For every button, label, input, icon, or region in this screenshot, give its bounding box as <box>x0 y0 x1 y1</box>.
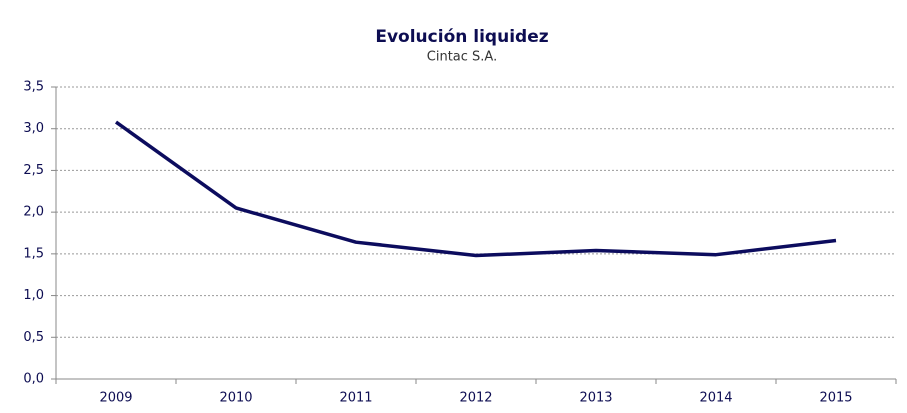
y-tick-label: 0,0 <box>23 372 44 387</box>
chart-title: Evolución liquidez <box>375 27 548 47</box>
x-tick-label: 2014 <box>699 391 732 406</box>
x-tick-label: 2011 <box>339 391 372 406</box>
y-tick-label: 2,5 <box>23 163 44 178</box>
x-tick-label: 2010 <box>219 391 252 406</box>
x-tick-label: 2012 <box>459 391 492 406</box>
y-tick-label: 1,0 <box>23 288 44 303</box>
y-tick-label: 3,0 <box>23 121 44 136</box>
x-tick-label: 2013 <box>579 391 612 406</box>
y-tick-label: 2,0 <box>23 205 44 220</box>
chart-subtitle: Cintac S.A. <box>427 50 497 65</box>
y-tick-label: 3,5 <box>23 80 44 95</box>
x-tick-label: 2009 <box>99 391 132 406</box>
y-tick-label: 1,5 <box>23 246 44 261</box>
x-tick-label: 2015 <box>819 391 852 406</box>
y-tick-label: 0,5 <box>23 330 44 345</box>
data-line <box>114 120 837 258</box>
